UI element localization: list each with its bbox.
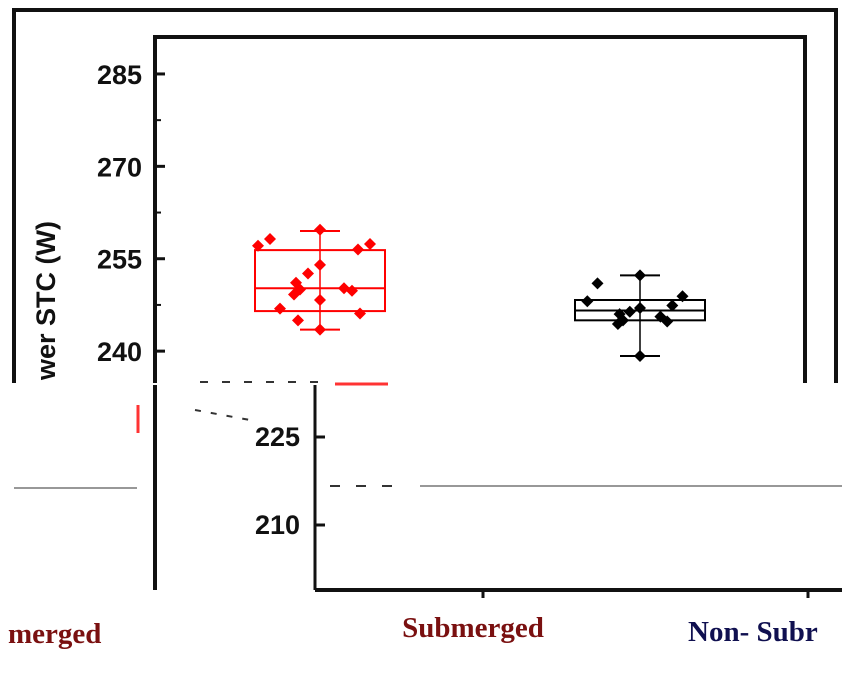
data-point — [288, 288, 300, 301]
lower-category-label-submerged: Submerged — [402, 612, 544, 644]
data-point — [676, 290, 689, 303]
data-point — [274, 302, 286, 315]
data-point — [302, 267, 314, 280]
data-point — [634, 302, 646, 315]
lower-tick-label-210: 210 — [255, 510, 300, 540]
box-iqr — [254, 249, 386, 313]
data-point — [661, 315, 674, 328]
data-point — [352, 243, 364, 256]
lower-tick-label-225: 225 — [255, 422, 300, 452]
data-point — [634, 269, 646, 282]
data-point — [591, 277, 604, 290]
box-group — [574, 269, 706, 363]
chart-marks — [252, 223, 706, 363]
data-point — [314, 258, 326, 271]
y-axis: 285 270 255 240 — [97, 60, 165, 367]
lower-category-label-non-submerged: Non- Subr — [688, 616, 818, 648]
data-point — [252, 239, 264, 252]
y-tick-label: 255 — [97, 245, 142, 275]
data-point — [623, 305, 636, 318]
data-point — [314, 294, 326, 307]
data-point — [346, 284, 358, 297]
plot-frame — [153, 35, 807, 387]
data-point — [354, 307, 366, 320]
y-tick-label: 285 — [97, 60, 142, 90]
data-point — [634, 350, 646, 363]
data-point — [364, 237, 376, 250]
y-tick-label: 270 — [97, 152, 142, 182]
data-point — [292, 314, 304, 327]
lower-category-label-left: merged — [8, 618, 101, 650]
lower-fragment-background — [0, 383, 842, 673]
data-point — [611, 318, 624, 331]
data-point — [264, 233, 276, 246]
lower-fragment: 225 210 merged Submerged Non- Subr — [0, 381, 842, 673]
data-point — [666, 299, 679, 312]
y-axis-title: wer STC (W) — [31, 221, 61, 381]
y-tick-label: 240 — [97, 337, 142, 367]
data-point — [581, 295, 594, 308]
data-point — [314, 223, 326, 236]
box-group — [252, 223, 386, 336]
data-point — [314, 323, 326, 336]
